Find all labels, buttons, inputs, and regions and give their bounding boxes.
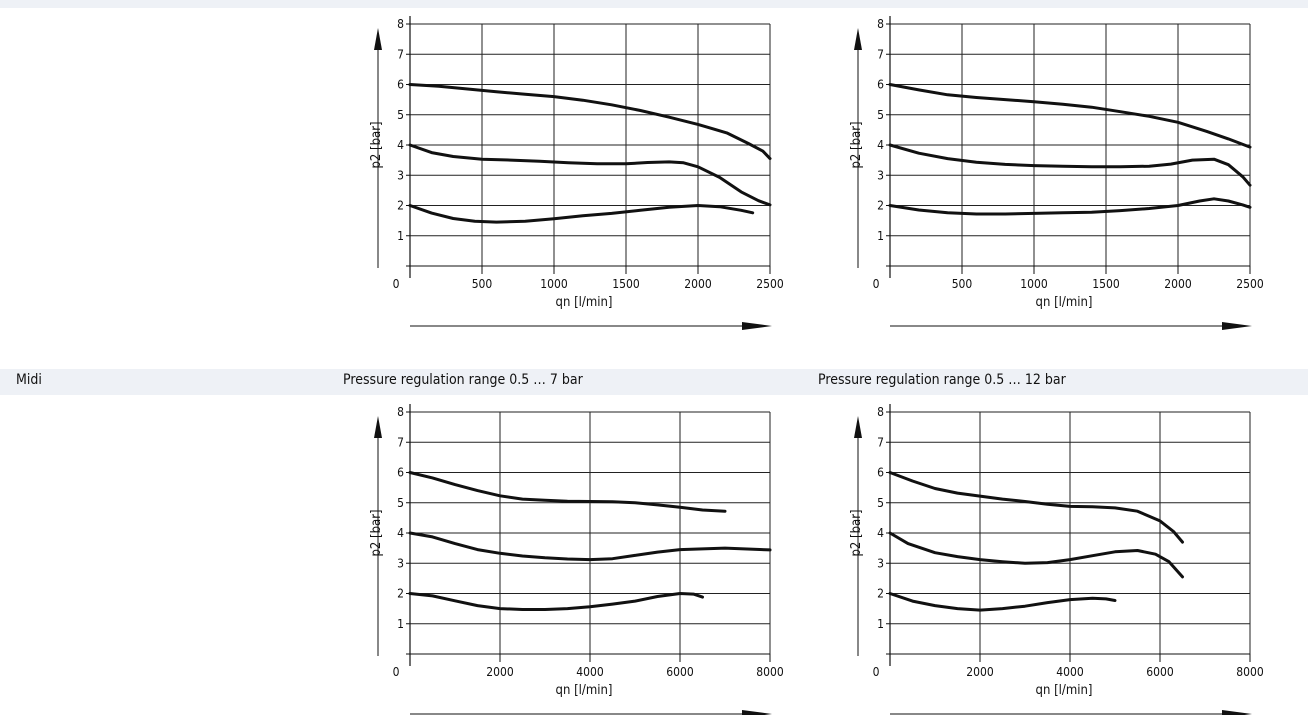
chart-0-xtick-label-0: 0	[393, 277, 400, 291]
chart-3-xtick-label-2000: 2000	[966, 665, 994, 679]
chart-3-ytick-label-5: 5	[877, 496, 884, 510]
chart-1-series-line-1	[888, 143, 1252, 187]
chart-2-ytick-label-2: 2	[397, 587, 404, 601]
chart-3-series-line-0	[888, 471, 1184, 544]
chart-3-xtick-label-8000: 8000	[1236, 665, 1264, 679]
chart-3-ytick-label-6: 6	[877, 466, 884, 480]
chart-2-xtick-label-6000: 6000	[666, 665, 694, 679]
chart-2-xtick-label-2000: 2000	[486, 665, 514, 679]
column-title-1: Pressure regulation range 0.5 … 7 bar	[343, 372, 583, 388]
chart-0-xtick-label-2500: 2500	[756, 277, 784, 291]
chart-1-xtick-label-2000: 2000	[1164, 277, 1192, 291]
chart-1-xtick-label-500: 500	[952, 277, 973, 291]
chart-2-ytick-label-5: 5	[397, 496, 404, 510]
chart-0-series-line-2	[408, 204, 755, 224]
chart-1-xtick-label-1000: 1000	[1020, 277, 1048, 291]
chart-1-ytick-label-1: 1	[877, 229, 884, 243]
chart-1-ytick-label-8: 8	[877, 17, 884, 31]
chart-0-x-arrow-head	[742, 322, 772, 330]
chart-0-ytick-label-1: 1	[397, 229, 404, 243]
pressure-flow-chart-1: 1 2 3 4 5 6 7 8 0 500 1000 1500 2000 2500 qn [l/min] p2…	[369, 16, 784, 330]
chart-2-ytick-label-1: 1	[397, 617, 404, 631]
chart-2-ytick-label-8: 8	[397, 405, 404, 419]
chart-2-series-line-2	[408, 592, 704, 611]
chart-1-series-line-2	[888, 197, 1252, 216]
chart-3-ytick-label-2: 2	[877, 587, 884, 601]
chart-2-xtick-label-4000: 4000	[576, 665, 604, 679]
chart-0-xtick-label-2000: 2000	[684, 277, 712, 291]
chart-3-xtick-label-0: 0	[873, 665, 880, 679]
row-label: Midi	[16, 372, 42, 388]
row-header-band	[0, 369, 1308, 395]
chart-0-ytick-label-7: 7	[397, 47, 404, 61]
chart-0-y-axis-label: p2 [bar]	[369, 121, 384, 168]
chart-1-x-arrow-head	[1222, 322, 1252, 330]
chart-0-xtick-label-1500: 1500	[612, 277, 640, 291]
chart-0-ytick-label-4: 4	[397, 138, 404, 152]
chart-2-xtick-label-0: 0	[393, 665, 400, 679]
chart-3-ytick-label-1: 1	[877, 617, 884, 631]
chart-0-series-line-0	[408, 83, 772, 161]
chart-3-series-line-2	[888, 592, 1117, 612]
chart-0-y-arrow-head	[374, 28, 382, 50]
chart-1-xtick-label-1500: 1500	[1092, 277, 1120, 291]
chart-1-series-line-0	[888, 83, 1252, 149]
column-title-2: Pressure regulation range 0.5 … 12 bar	[818, 372, 1066, 388]
chart-2-x-axis-label: qn [l/min]	[556, 683, 613, 698]
chart-3-xtick-label-4000: 4000	[1056, 665, 1084, 679]
chart-3-xtick-label-6000: 6000	[1146, 665, 1174, 679]
chart-1-y-arrow-head	[854, 28, 862, 50]
chart-1-x-axis-label: qn [l/min]	[1036, 295, 1093, 310]
chart-1-ytick-label-5: 5	[877, 108, 884, 122]
chart-2-ytick-label-7: 7	[397, 435, 404, 449]
chart-1-ytick-label-2: 2	[877, 199, 884, 213]
chart-2-x-arrow-head	[742, 710, 772, 715]
chart-1-ytick-label-4: 4	[877, 138, 884, 152]
chart-1-xtick-label-0: 0	[873, 277, 880, 291]
chart-0-ytick-label-8: 8	[397, 17, 404, 31]
chart-3-ytick-label-3: 3	[877, 556, 884, 570]
chart-2-y-arrow-head	[374, 416, 382, 438]
chart-3-ytick-label-4: 4	[877, 526, 884, 540]
chart-0-ytick-label-5: 5	[397, 108, 404, 122]
chart-2-series-line-0	[408, 471, 727, 513]
top-band	[0, 0, 1308, 8]
pressure-flow-chart-3: 1 2 3 4 5 6 7 8 0 2000 4000 6000 8000 qn [l/min] p2 [b…	[369, 404, 784, 715]
chart-2-ytick-label-3: 3	[397, 556, 404, 570]
chart-2-y-axis-label: p2 [bar]	[369, 509, 384, 556]
chart-3-y-arrow-head	[854, 416, 862, 438]
chart-3-x-arrow-head	[1222, 710, 1252, 715]
chart-3-y-axis-label: p2 [bar]	[849, 509, 864, 556]
chart-3-ytick-label-8: 8	[877, 405, 884, 419]
chart-0-xtick-label-500: 500	[472, 277, 493, 291]
chart-1-ytick-label-6: 6	[877, 78, 884, 92]
chart-0-ytick-label-6: 6	[397, 78, 404, 92]
chart-0-x-axis-label: qn [l/min]	[556, 295, 613, 310]
pressure-flow-chart-4: 1 2 3 4 5 6 7 8 0 2000 4000 6000 8000 qn [l/min] p2 [b…	[849, 404, 1264, 715]
chart-3-x-axis-label: qn [l/min]	[1036, 683, 1093, 698]
chart-2-ytick-label-6: 6	[397, 466, 404, 480]
chart-2-ytick-label-4: 4	[397, 526, 404, 540]
chart-1-ytick-label-7: 7	[877, 47, 884, 61]
chart-0-ytick-label-3: 3	[397, 168, 404, 182]
chart-0-ytick-label-2: 2	[397, 199, 404, 213]
chart-1-xtick-label-2500: 2500	[1236, 277, 1264, 291]
chart-1-ytick-label-3: 3	[877, 168, 884, 182]
chart-2-xtick-label-8000: 8000	[756, 665, 784, 679]
chart-0-xtick-label-1000: 1000	[540, 277, 568, 291]
pressure-flow-chart-2: 1 2 3 4 5 6 7 8 0 500 1000 1500 2000 2500 qn [l/min] p2…	[849, 16, 1264, 330]
chart-3-ytick-label-7: 7	[877, 435, 884, 449]
chart-0-series-line-1	[408, 143, 772, 207]
chart-1-y-axis-label: p2 [bar]	[849, 121, 864, 168]
chart-3-series-line-1	[888, 531, 1184, 579]
chart-2-series-line-1	[408, 531, 772, 562]
